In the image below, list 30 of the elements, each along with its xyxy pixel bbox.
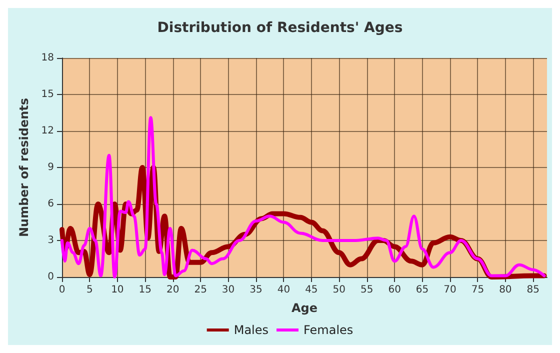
y-tick-label: 0	[48, 272, 54, 282]
x-tick-label: 55	[360, 284, 374, 296]
legend-label: Males	[234, 323, 269, 337]
x-tick-label: 0	[58, 284, 66, 296]
x-tick-label: 75	[471, 284, 484, 296]
x-tick-label: 30	[222, 284, 235, 296]
x-axis-title: Age	[291, 301, 318, 315]
x-tick-label: 80	[499, 284, 512, 296]
x-tick-label: 60	[388, 284, 401, 296]
y-tick-label: 9	[48, 162, 54, 173]
x-tick-label: 45	[305, 284, 318, 296]
legend-label: Females	[304, 323, 354, 337]
x-tick-label: 50	[332, 284, 346, 296]
y-tick-label: 12	[41, 126, 54, 136]
y-tick-label: 18	[41, 52, 54, 64]
y-tick-label: 15	[41, 89, 54, 100]
x-tick-label: 20	[166, 284, 180, 296]
y-tick-label: 3	[48, 235, 54, 246]
x-tick-label: 25	[194, 284, 207, 296]
x-tick-label: 10	[111, 284, 124, 296]
x-tick-label: 40	[277, 284, 290, 296]
x-tick-label: 35	[250, 284, 262, 296]
x-tick-label: 5	[86, 284, 93, 296]
x-tick-label: 70	[444, 284, 456, 296]
x-tick-label: 85	[526, 284, 540, 296]
x-tick-label: 65	[416, 284, 429, 296]
y-tick-label: 6	[48, 198, 54, 210]
chart-title: Distribution of Residents' Ages	[157, 20, 403, 36]
y-axis-title: Number of residents	[17, 98, 31, 238]
x-tick-label: 15	[138, 284, 152, 296]
